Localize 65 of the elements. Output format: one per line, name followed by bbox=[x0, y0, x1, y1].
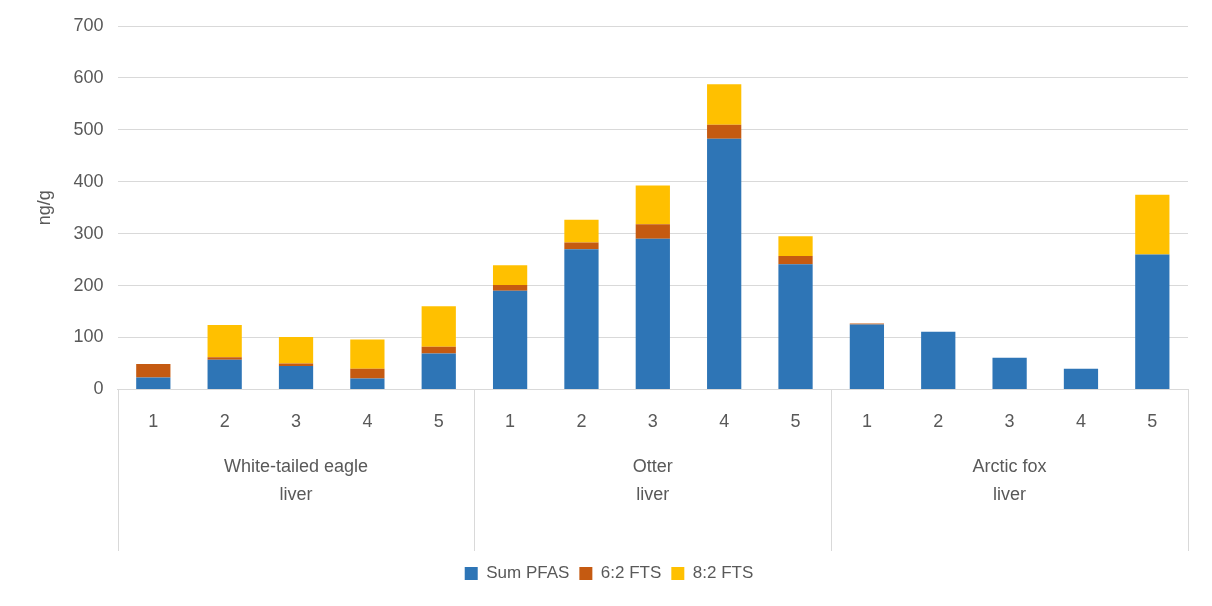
bar bbox=[350, 378, 385, 389]
bar bbox=[207, 357, 242, 360]
bar bbox=[778, 255, 813, 265]
y-tick-label: 300 bbox=[73, 222, 104, 243]
x-tick-label: 1 bbox=[148, 411, 159, 432]
bar bbox=[492, 265, 528, 286]
bar bbox=[921, 331, 956, 389]
x-tick-label: 1 bbox=[505, 411, 516, 432]
bar bbox=[278, 366, 314, 389]
bar bbox=[707, 124, 742, 139]
x-tick-label: 4 bbox=[362, 411, 373, 432]
bar bbox=[635, 224, 670, 239]
bar bbox=[207, 359, 242, 389]
bar bbox=[992, 357, 1027, 389]
y-tick-label: 600 bbox=[73, 66, 104, 87]
text: White-tailed eagle liver bbox=[223, 456, 369, 505]
x-tick-label: 2 bbox=[576, 411, 587, 432]
bar bbox=[421, 353, 456, 389]
bar bbox=[849, 324, 885, 389]
bar bbox=[207, 325, 242, 358]
bar bbox=[1135, 194, 1170, 255]
text: Arctic fox liver bbox=[972, 456, 1047, 505]
bar bbox=[707, 84, 742, 125]
bar bbox=[492, 285, 528, 291]
bar bbox=[1135, 254, 1170, 389]
bar bbox=[350, 368, 385, 379]
legend-label: Sum PFAS bbox=[486, 563, 570, 583]
bar bbox=[492, 290, 528, 389]
y-axis-title: ng/g bbox=[33, 190, 54, 226]
bar bbox=[421, 346, 456, 354]
bar bbox=[278, 363, 314, 367]
x-tick-label: 3 bbox=[647, 411, 658, 432]
bar bbox=[421, 306, 456, 347]
bar bbox=[136, 377, 171, 389]
x-tick-label: 5 bbox=[433, 411, 444, 432]
bar bbox=[635, 185, 670, 225]
x-tick-label: 3 bbox=[1004, 411, 1015, 432]
bar bbox=[564, 219, 599, 243]
bar bbox=[635, 238, 670, 389]
bar bbox=[1063, 368, 1099, 389]
bar bbox=[278, 336, 314, 364]
text: Otter liver bbox=[632, 456, 673, 505]
y-tick-label: 0 bbox=[93, 378, 104, 399]
bar bbox=[136, 363, 171, 378]
x-tick-label: 1 bbox=[861, 411, 872, 432]
bar bbox=[778, 264, 813, 389]
x-tick-label: 4 bbox=[1075, 411, 1086, 432]
x-tick-label: 5 bbox=[1147, 411, 1158, 432]
bar bbox=[350, 339, 385, 369]
x-tick-label: 4 bbox=[719, 411, 730, 432]
y-tick-label: 700 bbox=[73, 14, 104, 35]
bar bbox=[564, 249, 599, 389]
y-tick-label: 500 bbox=[73, 118, 104, 139]
legend-label: 8:2 FTS bbox=[692, 563, 754, 583]
y-tick-label: 400 bbox=[73, 170, 104, 191]
x-tick-label: 3 bbox=[291, 411, 302, 432]
bar bbox=[564, 242, 599, 250]
bar bbox=[707, 138, 742, 389]
legend-label: 6:2 FTS bbox=[600, 563, 662, 583]
x-tick-label: 5 bbox=[790, 411, 801, 432]
x-tick-label: 2 bbox=[933, 411, 944, 432]
x-tick-label: 2 bbox=[219, 411, 230, 432]
y-tick-label: 200 bbox=[73, 274, 104, 295]
y-tick-label: 100 bbox=[73, 326, 104, 347]
bar bbox=[778, 236, 813, 256]
